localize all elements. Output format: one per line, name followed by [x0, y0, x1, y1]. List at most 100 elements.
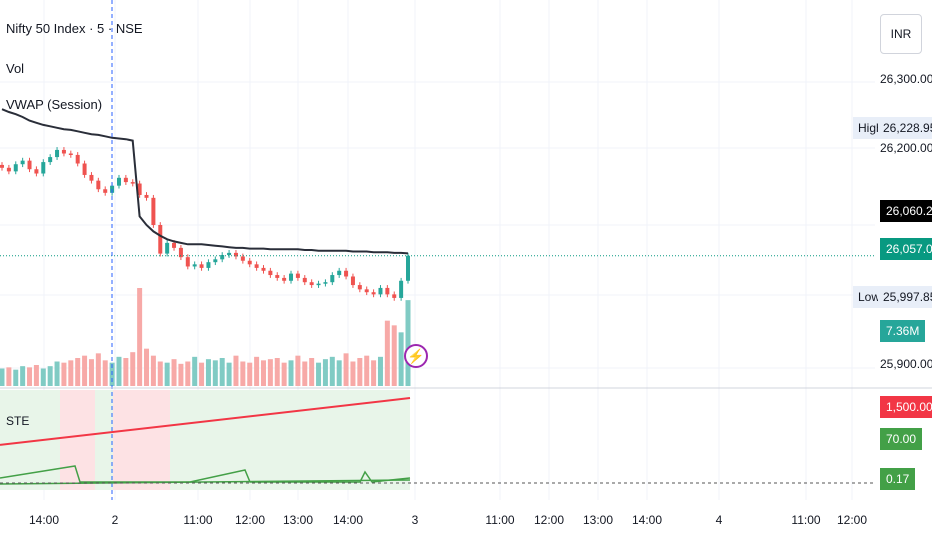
- volume-bar: [199, 362, 205, 386]
- candle-body: [323, 282, 328, 284]
- volume-bar: [40, 368, 46, 386]
- ste-zone-red: [113, 390, 170, 490]
- time-tick: 12:00: [836, 513, 868, 527]
- candle-body: [213, 259, 218, 263]
- candle-body: [350, 276, 355, 286]
- volume-bar: [357, 358, 363, 386]
- candle-body: [378, 287, 383, 295]
- volume-bar: [377, 356, 383, 386]
- volume-bar: [343, 353, 349, 386]
- time-tick: 11:00: [485, 513, 515, 527]
- vwap-line: [1, 108, 409, 255]
- volume-bar: [102, 360, 108, 386]
- volume-bar: [322, 359, 328, 386]
- volume-label: 7.36M: [880, 320, 926, 342]
- volume-bar: [178, 363, 184, 386]
- candle-body: [20, 160, 25, 165]
- ste-small-label: 0.17: [880, 468, 916, 490]
- candle-body: [240, 256, 245, 261]
- candle-body: [392, 294, 397, 298]
- volume-bar: [302, 361, 308, 386]
- time-tick: 14:00: [631, 513, 663, 527]
- volume-bar: [47, 366, 53, 386]
- vwap-price-label: 26,060.28: [880, 200, 932, 222]
- candle-body: [206, 262, 211, 268]
- lightning-icon[interactable]: ⚡: [404, 344, 428, 368]
- volume-bar: [247, 362, 253, 386]
- time-tick: 11:00: [791, 513, 821, 527]
- price-tick-26200: 26,200.00: [880, 141, 932, 155]
- currency-button[interactable]: INR: [880, 14, 922, 54]
- volume-bar: [391, 325, 397, 386]
- volume-bar: [150, 355, 156, 386]
- candle-body: [261, 267, 266, 271]
- candle-body: [385, 287, 390, 295]
- volume-bar: [171, 359, 177, 386]
- volume-bar: [144, 348, 150, 386]
- volume-bar: [405, 300, 411, 386]
- vol-legend[interactable]: Vol: [6, 61, 25, 76]
- candle-body: [68, 153, 73, 155]
- volume-bar: [95, 353, 101, 386]
- candle-body: [302, 277, 307, 283]
- volume-bar: [309, 358, 315, 386]
- candle-body: [344, 270, 349, 277]
- candle-body: [192, 264, 197, 267]
- volume-bar: [33, 365, 39, 386]
- volume-bar: [157, 361, 163, 386]
- time-tick: 2: [111, 513, 119, 527]
- volume-bar: [130, 352, 136, 386]
- volume-bar: [316, 362, 322, 386]
- volume-bar: [398, 332, 404, 386]
- candle-body: [96, 180, 101, 190]
- volume-bar: [226, 362, 232, 386]
- volume-bar: [288, 360, 294, 386]
- time-tick: 11:00: [183, 513, 213, 527]
- candle-body: [371, 292, 376, 295]
- time-tick: 14:00: [28, 513, 60, 527]
- volume-bar: [212, 360, 218, 386]
- time-tick: 12:00: [234, 513, 266, 527]
- candle-body: [364, 289, 369, 293]
- ste-legend[interactable]: STE: [6, 414, 30, 428]
- vwap-legend[interactable]: VWAP (Session): [6, 97, 103, 112]
- high-value: 26,228.95: [878, 117, 932, 139]
- volume-bar: [254, 356, 260, 386]
- candle-body: [233, 252, 238, 257]
- ste-green-label: 70.00: [880, 428, 923, 450]
- chart-grid: [0, 0, 875, 500]
- volume-bar: [116, 356, 122, 386]
- volume-bar: [274, 358, 280, 386]
- candle-body: [268, 270, 273, 276]
- volume-bar: [82, 355, 88, 386]
- price-tick-26300: 26,300.00: [880, 72, 932, 86]
- candle-body: [55, 149, 60, 158]
- time-tick: 3: [411, 513, 419, 527]
- candle-body: [34, 169, 39, 174]
- candle-body: [27, 160, 32, 170]
- ste-red-line: [0, 397, 411, 446]
- volume-bar: [164, 362, 170, 386]
- candle-body: [309, 282, 314, 286]
- candle-body: [185, 257, 190, 267]
- symbol-legend[interactable]: Nifty 50 Index · 5 · NSE: [6, 21, 143, 36]
- candle-body: [116, 177, 121, 186]
- time-tick: 14:00: [332, 513, 364, 527]
- volume-bar: [54, 361, 60, 386]
- volume-bar: [75, 358, 81, 386]
- volume-bar: [295, 355, 301, 386]
- volume-bar: [240, 361, 246, 386]
- volume-bar: [88, 359, 94, 386]
- candle-body: [295, 273, 300, 278]
- volume-bar: [267, 359, 273, 386]
- candle-body: [75, 154, 80, 164]
- volume-bar: [205, 359, 211, 386]
- candle-body: [289, 273, 294, 281]
- volume-bar: [68, 360, 74, 386]
- volume-bar: [6, 367, 12, 386]
- volume-bar: [185, 361, 191, 386]
- volume-bar: [192, 356, 198, 386]
- time-tick: 13:00: [282, 513, 314, 527]
- candle-body: [316, 283, 321, 286]
